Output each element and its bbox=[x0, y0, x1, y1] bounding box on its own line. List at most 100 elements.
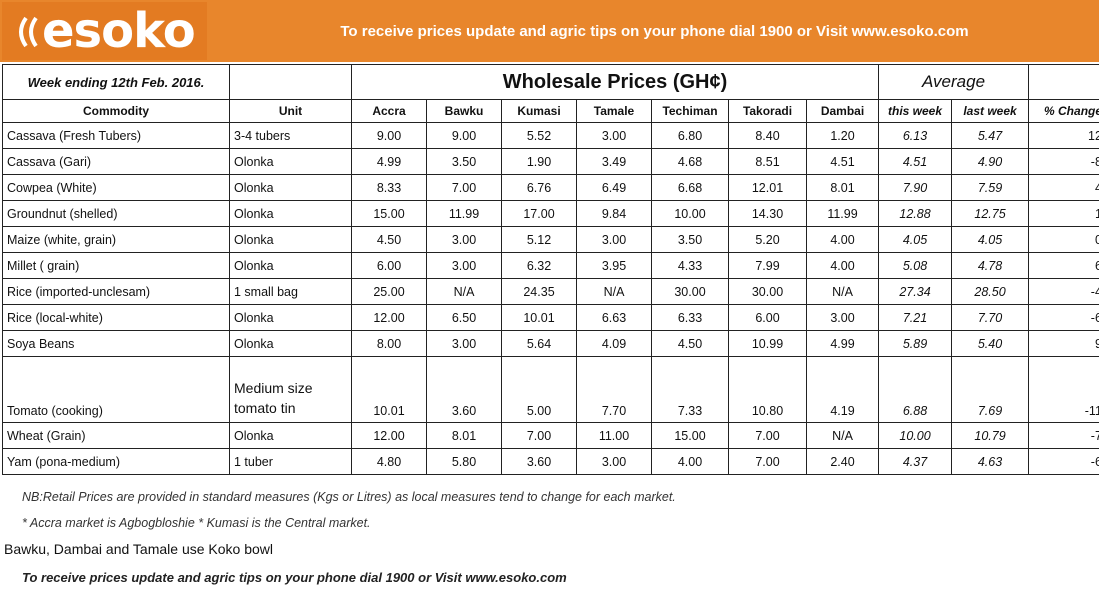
price-cell: 7.70 bbox=[576, 356, 652, 423]
esoko-logo: esoko bbox=[2, 2, 207, 60]
table-row: Cassava (Gari) Olonka 4.99 3.50 1.90 3.49 4.68… bbox=[2, 148, 1099, 175]
commodity-cell: Millet ( grain) bbox=[2, 252, 230, 279]
price-cell: 12.01 bbox=[728, 174, 807, 201]
col-market-kumasi: Kumasi bbox=[501, 99, 577, 123]
this-week-cell: 7.90 bbox=[878, 174, 953, 201]
col-this-week: this week bbox=[878, 99, 953, 123]
price-cell: 8.01 bbox=[426, 422, 502, 449]
this-week-cell: 27.34 bbox=[878, 278, 953, 305]
table-row: Millet ( grain) Olonka 6.00 3.00 6.32 3.95 4.3… bbox=[2, 252, 1099, 279]
last-week-cell: 10.79 bbox=[951, 422, 1030, 449]
commodity-cell: Maize (white, grain) bbox=[2, 226, 230, 253]
price-cell: 2.40 bbox=[805, 448, 880, 475]
unit-cell: Medium size tomato tin bbox=[229, 356, 352, 423]
price-cell: 4.99 bbox=[805, 330, 880, 357]
price-cell: 4.33 bbox=[651, 252, 729, 279]
price-cell: 15.00 bbox=[351, 200, 427, 227]
last-week-cell: 4.63 bbox=[951, 448, 1030, 475]
table-row: Soya Beans Olonka 8.00 3.00 5.64 4.09 4.50 10.9… bbox=[2, 330, 1099, 357]
change-cell: -7% bbox=[1028, 422, 1099, 449]
price-cell: N/A bbox=[805, 422, 880, 449]
column-header-row: Commodity Unit Accra Bawku Kumasi Tamale… bbox=[2, 99, 1099, 123]
unit-cell: Olonka bbox=[229, 226, 352, 253]
price-cell: 11.99 bbox=[426, 200, 502, 227]
price-cell: 6.00 bbox=[351, 252, 427, 279]
price-cell: 9.84 bbox=[576, 200, 652, 227]
col-market-takoradi: Takoradi bbox=[728, 99, 807, 123]
price-cell: 5.52 bbox=[501, 122, 577, 149]
this-week-cell: 7.21 bbox=[878, 304, 953, 331]
price-table: Week ending 12th Feb. 2016. Wholesale Pr… bbox=[2, 64, 1099, 475]
unit-cell: Olonka bbox=[229, 422, 352, 449]
col-commodity: Commodity bbox=[2, 99, 230, 123]
price-cell: 10.01 bbox=[501, 304, 577, 331]
col-market-techiman: Techiman bbox=[651, 99, 729, 123]
price-cell: 12.00 bbox=[351, 422, 427, 449]
price-cell: 9.00 bbox=[426, 122, 502, 149]
price-cell: 6.68 bbox=[651, 174, 729, 201]
change-cell: -6% bbox=[1028, 304, 1099, 331]
wholesale-title: Wholesale Prices (GH¢) bbox=[350, 64, 880, 100]
price-cell: 4.00 bbox=[805, 226, 880, 253]
price-cell: 5.00 bbox=[501, 356, 577, 423]
unit-cell: 1 small bag bbox=[229, 278, 352, 305]
col-change: % Change bbox=[1028, 99, 1099, 123]
price-cell: 5.80 bbox=[426, 448, 502, 475]
price-cell: 4.50 bbox=[651, 330, 729, 357]
price-cell: 25.00 bbox=[351, 278, 427, 305]
price-cell: 17.00 bbox=[501, 200, 577, 227]
price-cell: 1.20 bbox=[805, 122, 880, 149]
change-cell: 12% bbox=[1028, 122, 1099, 149]
price-cell: 6.00 bbox=[728, 304, 807, 331]
this-week-cell: 10.00 bbox=[878, 422, 953, 449]
price-cell: N/A bbox=[576, 278, 652, 305]
col-market-accra: Accra bbox=[351, 99, 427, 123]
change-cell: 4% bbox=[1028, 174, 1099, 201]
price-cell: 6.50 bbox=[426, 304, 502, 331]
banner-message: To receive prices update and agric tips … bbox=[340, 22, 969, 40]
change-cell: -4% bbox=[1028, 278, 1099, 305]
price-cell: 8.01 bbox=[805, 174, 880, 201]
price-cell: 8.51 bbox=[728, 148, 807, 175]
col-market-tamale: Tamale bbox=[576, 99, 652, 123]
note-markets: * Accra market is Agbogbloshie * Kumasi … bbox=[22, 516, 371, 530]
price-cell: 7.99 bbox=[728, 252, 807, 279]
price-cell: 5.12 bbox=[501, 226, 577, 253]
this-week-cell: 12.88 bbox=[878, 200, 953, 227]
price-cell: 3.50 bbox=[651, 226, 729, 253]
price-cell: 4.99 bbox=[351, 148, 427, 175]
last-week-cell: 7.69 bbox=[951, 356, 1030, 423]
change-cell: -6% bbox=[1028, 448, 1099, 475]
price-cell: 11.00 bbox=[576, 422, 652, 449]
last-week-cell: 4.90 bbox=[951, 148, 1030, 175]
last-week-cell: 12.75 bbox=[951, 200, 1030, 227]
header-banner: esoko To receive prices update and agric… bbox=[0, 0, 1099, 62]
commodity-cell: Cassava (Fresh Tubers) bbox=[2, 122, 230, 149]
table-row: Wheat (Grain) Olonka 12.00 8.01 7.00 11.00 15.… bbox=[2, 422, 1099, 449]
price-cell: 4.00 bbox=[651, 448, 729, 475]
price-cell: 4.68 bbox=[651, 148, 729, 175]
this-week-cell: 6.13 bbox=[878, 122, 953, 149]
price-cell: 10.01 bbox=[351, 356, 427, 423]
price-cell: 8.33 bbox=[351, 174, 427, 201]
price-cell: 6.80 bbox=[651, 122, 729, 149]
price-cell: 3.49 bbox=[576, 148, 652, 175]
col-market-dambai: Dambai bbox=[805, 99, 880, 123]
price-cell: 9.00 bbox=[351, 122, 427, 149]
price-cell: 7.00 bbox=[501, 422, 577, 449]
commodity-cell: Groundnut (shelled) bbox=[2, 200, 230, 227]
unit-cell: Olonka bbox=[229, 252, 352, 279]
table-row: Groundnut (shelled) Olonka 15.00 11.99 17.00… bbox=[2, 200, 1099, 227]
price-cell: N/A bbox=[426, 278, 502, 305]
price-cell: 3.95 bbox=[576, 252, 652, 279]
commodity-cell: Rice (local-white) bbox=[2, 304, 230, 331]
unit-cell: Olonka bbox=[229, 304, 352, 331]
price-cell: 15.00 bbox=[651, 422, 729, 449]
footer-message: To receive prices update and agric tips … bbox=[22, 570, 567, 585]
price-cell: 4.50 bbox=[351, 226, 427, 253]
commodity-cell: Cassava (Gari) bbox=[2, 148, 230, 175]
last-week-cell: 7.59 bbox=[951, 174, 1030, 201]
price-cell: 3.00 bbox=[805, 304, 880, 331]
price-cell: 10.80 bbox=[728, 356, 807, 423]
unit-cell: 1 tuber bbox=[229, 448, 352, 475]
